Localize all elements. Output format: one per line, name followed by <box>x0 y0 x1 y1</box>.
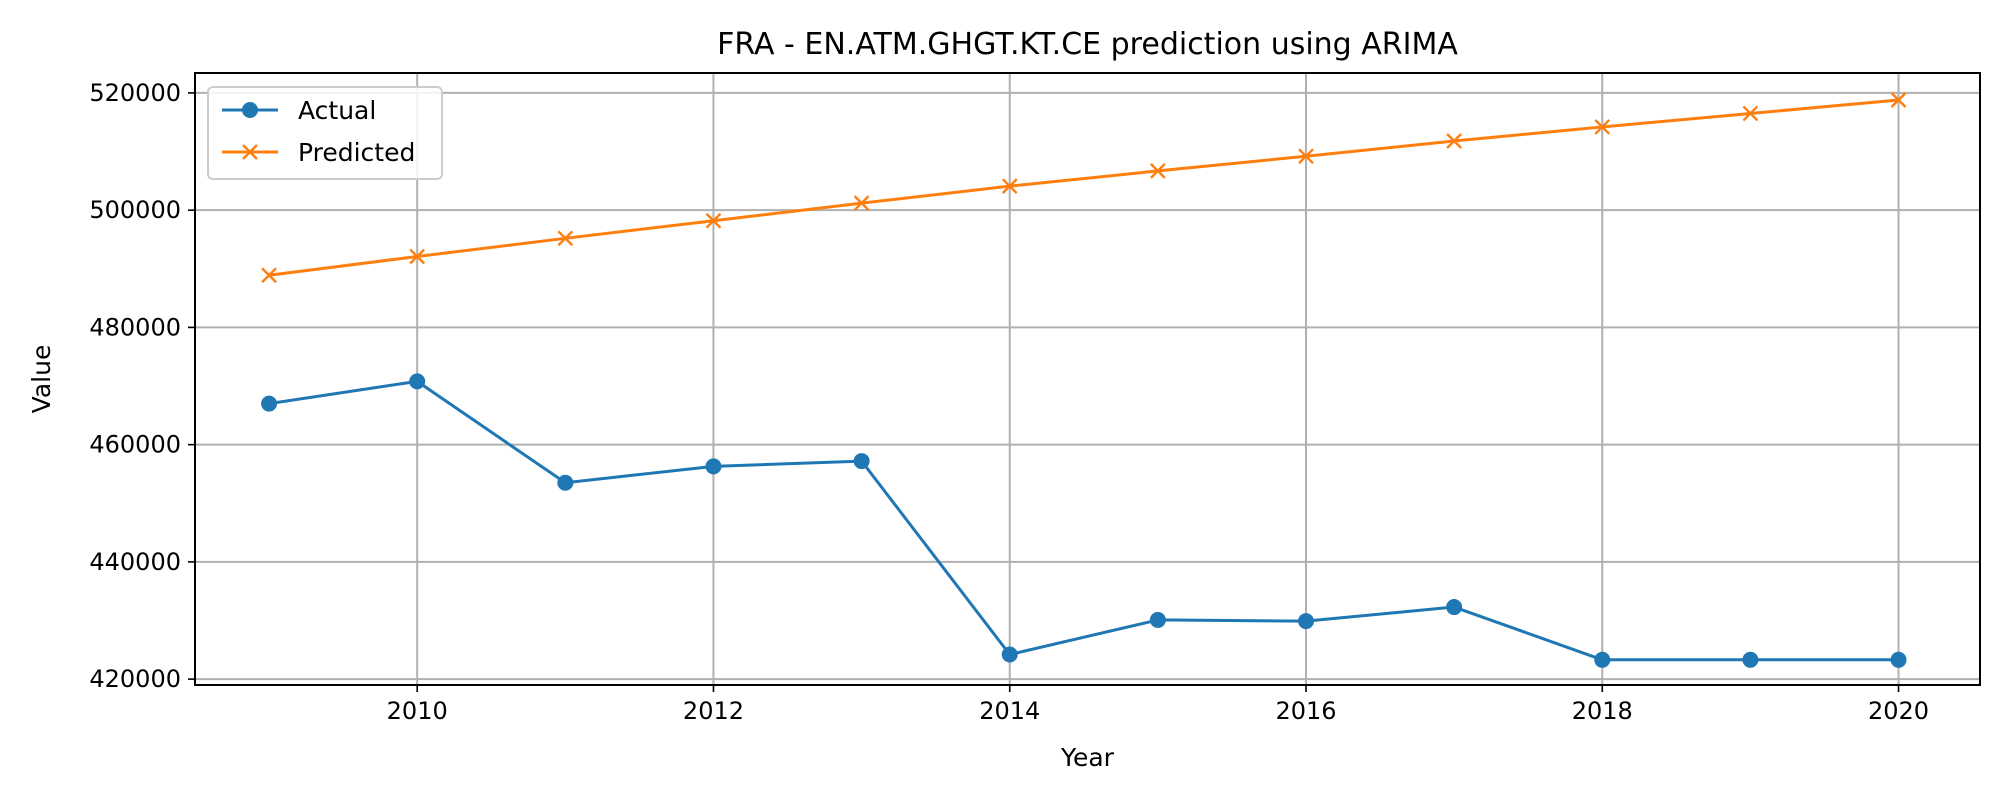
x-tick-label: 2010 <box>387 697 448 725</box>
y-tick-label: 460000 <box>89 431 181 459</box>
x-tick-label: 2012 <box>683 697 744 725</box>
series-layer <box>261 92 1907 668</box>
data-point-predicted <box>1150 163 1166 179</box>
data-point-predicted <box>1001 178 1018 194</box>
data-point-predicted <box>705 212 722 229</box>
data-point-predicted <box>853 195 870 211</box>
x-tick-label: 2014 <box>979 697 1040 725</box>
data-point-actual <box>557 474 574 491</box>
data-point-actual <box>1742 651 1759 668</box>
data-point-actual <box>1297 613 1314 630</box>
x-tick-label: 2018 <box>1572 697 1633 725</box>
axis-ticks: 2010 2012 2014 2016 2018 2020 420000 440000 4600… <box>89 79 1929 725</box>
data-point-actual <box>261 395 278 412</box>
data-point-actual <box>1001 646 1018 663</box>
legend-marker-actual <box>242 102 258 118</box>
y-axis-label: Value <box>27 345 56 414</box>
plot-frame <box>194 72 1981 686</box>
data-point-actual <box>1149 611 1166 628</box>
data-point-predicted <box>261 267 277 284</box>
series-line-actual <box>268 379 1899 662</box>
x-tick-label: 2020 <box>1868 697 1929 725</box>
y-tick-label: 480000 <box>89 313 181 341</box>
y-tick-label: 440000 <box>89 548 181 576</box>
data-point-predicted <box>1890 92 1907 108</box>
y-tick-label: 500000 <box>89 196 181 224</box>
chart-title: FRA - EN.ATM.GHGT.KT.CE prediction using… <box>717 27 1458 62</box>
y-tick-label: 520000 <box>89 79 181 107</box>
data-point-predicted <box>1298 148 1314 165</box>
data-point-predicted <box>1594 119 1611 135</box>
data-point-actual <box>853 453 870 470</box>
series-line-predicted <box>268 98 1899 277</box>
legend-marker-predicted <box>242 144 258 160</box>
data-point-predicted <box>557 230 574 247</box>
legend-label-predicted: Predicted <box>298 138 415 167</box>
grid <box>195 73 1980 685</box>
legend: Actual Predicted <box>207 86 443 180</box>
data-point-actual <box>705 458 722 475</box>
legend-label-actual: Actual <box>298 96 376 125</box>
data-point-actual <box>1594 651 1611 668</box>
data-point-predicted <box>1742 105 1759 122</box>
data-point-actual <box>1890 651 1907 668</box>
y-tick-label: 420000 <box>89 665 181 693</box>
data-point-predicted <box>1446 133 1462 149</box>
data-point-actual <box>1446 599 1463 616</box>
x-axis-label: Year <box>1060 743 1115 772</box>
data-point-predicted <box>409 248 426 265</box>
data-point-actual <box>409 373 426 390</box>
x-tick-label: 2016 <box>1275 697 1336 725</box>
